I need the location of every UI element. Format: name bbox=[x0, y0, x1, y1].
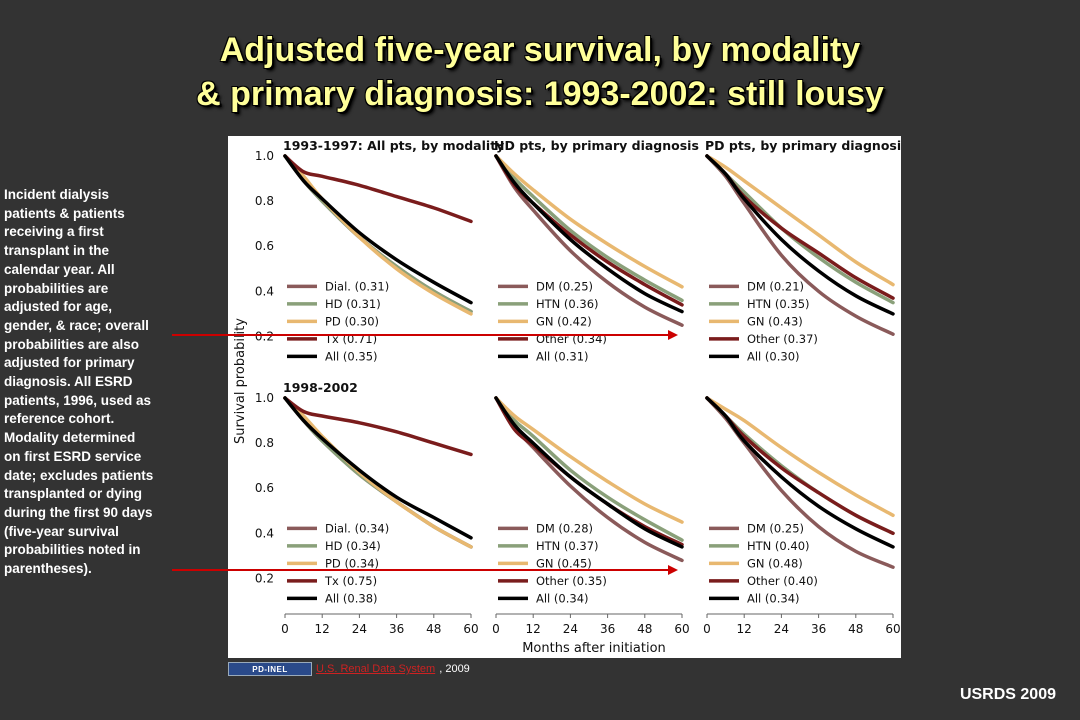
y-tick-label: 0.4 bbox=[255, 284, 274, 298]
series-line-gn bbox=[705, 396, 895, 518]
x-tick-label: 12 bbox=[526, 622, 541, 636]
legend-label: Tx (0.75) bbox=[324, 574, 377, 588]
legend-label: GN (0.42) bbox=[536, 314, 592, 328]
series-line-htn bbox=[494, 396, 684, 542]
slide-title: Adjusted five-year survival, by modality… bbox=[0, 28, 1080, 116]
x-tick-label: 36 bbox=[600, 622, 615, 636]
x-tick-label: 24 bbox=[774, 622, 789, 636]
x-tick-label: 0 bbox=[281, 622, 289, 636]
legend-label: PD (0.30) bbox=[325, 314, 379, 328]
legend-label: HTN (0.35) bbox=[747, 297, 810, 311]
y-tick-label: 1.0 bbox=[255, 149, 274, 163]
legend-label: Other (0.35) bbox=[536, 574, 607, 588]
y-tick-label: 0.2 bbox=[255, 571, 274, 585]
chart-panel-3: DM (0.21) HTN (0.35) GN (0.43) Other (0.37)… bbox=[705, 154, 895, 363]
legend-label: All (0.31) bbox=[536, 349, 589, 363]
legend-label: Other (0.34) bbox=[536, 332, 607, 346]
legend-label: Other (0.40) bbox=[747, 574, 818, 588]
chart-panel-2: DM (0.25) HTN (0.36) GN (0.42) Other (0.34)… bbox=[494, 154, 684, 363]
legend-label: DM (0.25) bbox=[536, 279, 593, 293]
series-line-htn bbox=[705, 396, 895, 536]
slide-title-line-1: Adjusted five-year survival, by modality bbox=[219, 31, 861, 69]
y-tick-label: 0.8 bbox=[255, 436, 274, 450]
side-note: Incident dialysis patients & patients re… bbox=[4, 187, 154, 577]
y-tick-label: 0.2 bbox=[255, 329, 274, 343]
x-tick-label: 24 bbox=[352, 622, 367, 636]
legend-label: HTN (0.40) bbox=[747, 539, 810, 553]
legend-label: DM (0.25) bbox=[747, 521, 804, 535]
slide-title-line-2: & primary diagnosis: 1993-2002: still lo… bbox=[196, 75, 884, 113]
survival-chart-figure: Survival probability Months after initia… bbox=[228, 136, 901, 658]
legend-label: All (0.35) bbox=[325, 349, 378, 363]
legend-label: All (0.34) bbox=[747, 591, 800, 605]
source-credit: PD-INEL U.S. Renal Data System , 2009 bbox=[228, 661, 470, 677]
x-tick-label: 60 bbox=[885, 622, 900, 636]
legend-label: HTN (0.36) bbox=[536, 297, 599, 311]
legend-label: GN (0.48) bbox=[747, 556, 803, 570]
x-tick-label: 24 bbox=[563, 622, 578, 636]
series-line-all bbox=[705, 154, 895, 316]
legend-label: HD (0.34) bbox=[325, 539, 381, 553]
y-tick-label: 0.6 bbox=[255, 481, 274, 495]
chart-panel-4: Dial. (0.34) HD (0.34) PD (0.34) Tx (0.75) A… bbox=[283, 396, 473, 605]
footer-label: USRDS 2009 bbox=[959, 686, 1056, 703]
legend-label: DM (0.28) bbox=[536, 521, 593, 535]
legend-label: PD (0.34) bbox=[325, 556, 379, 570]
x-tick-label: 36 bbox=[389, 622, 404, 636]
x-tick-label: 48 bbox=[637, 622, 652, 636]
legend-label: DM (0.21) bbox=[747, 279, 804, 293]
x-axis-label: Months after initiation bbox=[522, 641, 666, 656]
source-link[interactable]: U.S. Renal Data System bbox=[316, 663, 436, 675]
y-tick-label: 0.6 bbox=[255, 239, 274, 253]
legend-label: Dial. (0.31) bbox=[325, 279, 389, 293]
y-axis-label: Survival probability bbox=[233, 318, 248, 444]
series-line-gn bbox=[494, 396, 684, 524]
series-line-tx bbox=[283, 396, 473, 457]
license-badge: PD-INEL bbox=[228, 662, 312, 676]
chart-panel-5: DM (0.28) HTN (0.37) GN (0.45) Other (0.35)… bbox=[494, 396, 684, 605]
legend-label: HTN (0.37) bbox=[536, 539, 599, 553]
series-line-all bbox=[283, 154, 473, 305]
column-title-2: HD pts, by primary diagnosis bbox=[494, 138, 699, 153]
x-tick-label: 36 bbox=[811, 622, 826, 636]
column-title-1: 1993-1997: All pts, by modality bbox=[283, 138, 504, 153]
legend-label: All (0.38) bbox=[325, 591, 378, 605]
legend-label: HD (0.31) bbox=[325, 297, 381, 311]
legend-label: Tx (0.71) bbox=[324, 332, 377, 346]
series-line-tx bbox=[283, 154, 473, 224]
x-tick-label: 60 bbox=[674, 622, 689, 636]
source-year: , 2009 bbox=[439, 663, 470, 675]
legend-label: Dial. (0.34) bbox=[325, 521, 389, 535]
legend-label: All (0.30) bbox=[747, 349, 800, 363]
row-title-2: 1998-2002 bbox=[283, 380, 358, 395]
x-tick-label: 0 bbox=[703, 622, 711, 636]
legend-label: GN (0.45) bbox=[536, 556, 592, 570]
series-line-all bbox=[494, 154, 684, 314]
series-line-all bbox=[705, 396, 895, 549]
series-line-gn bbox=[494, 154, 684, 289]
series-line-htn bbox=[494, 154, 684, 303]
legend-label: GN (0.43) bbox=[747, 314, 803, 328]
series-line-other bbox=[705, 396, 895, 536]
y-tick-label: 1.0 bbox=[255, 391, 274, 405]
series-line-all bbox=[494, 396, 684, 549]
series-line-gn bbox=[705, 154, 895, 287]
legend-label: Other (0.37) bbox=[747, 332, 818, 346]
y-tick-label: 0.4 bbox=[255, 526, 274, 540]
x-tick-label: 12 bbox=[315, 622, 330, 636]
x-tick-label: 48 bbox=[848, 622, 863, 636]
x-tick-label: 0 bbox=[492, 622, 500, 636]
chart-panel-1: Dial. (0.31) HD (0.31) PD (0.30) Tx (0.71) A… bbox=[283, 154, 473, 363]
x-tick-label: 60 bbox=[463, 622, 478, 636]
x-tick-label: 12 bbox=[737, 622, 752, 636]
x-tick-label: 48 bbox=[426, 622, 441, 636]
y-tick-label: 0.8 bbox=[255, 194, 274, 208]
column-title-3: PD pts, by primary diagnosis bbox=[705, 138, 901, 153]
chart-panel-6: DM (0.25) HTN (0.40) GN (0.48) Other (0.40)… bbox=[705, 396, 895, 605]
survival-chart: Survival probability Months after initia… bbox=[233, 138, 901, 656]
legend-label: All (0.34) bbox=[536, 591, 589, 605]
series-line-pd bbox=[283, 154, 473, 316]
series-line-all bbox=[283, 396, 473, 540]
